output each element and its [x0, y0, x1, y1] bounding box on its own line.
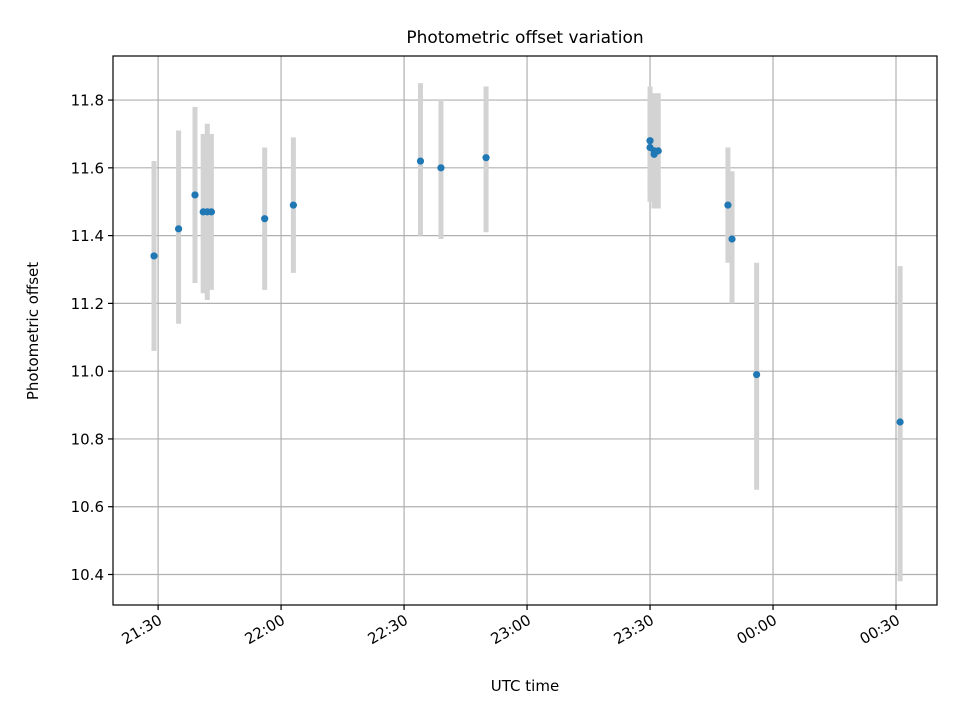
data-point [174, 225, 183, 233]
plot-frame [112, 55, 938, 606]
chart-title: Photometric offset variation [406, 28, 643, 48]
data-point [416, 157, 425, 165]
data-point [728, 235, 736, 243]
y-tick-label: 10.4 [71, 566, 104, 584]
data-point [654, 147, 662, 155]
data-point [646, 137, 654, 145]
y-tick-label: 11.2 [71, 295, 104, 313]
y-axis-ticks: 10.4 10.6 10.8 11.0 11.2 11.4 11.6 11.8 [71, 92, 113, 584]
data-point [724, 201, 732, 209]
x-axis-label: UTC time [491, 677, 559, 695]
data-point [289, 201, 297, 209]
y-tick-label: 11.0 [71, 363, 104, 381]
y-tick-label: 11.8 [71, 92, 104, 110]
data-point [261, 215, 269, 223]
data-point [191, 191, 199, 199]
data-point [150, 252, 158, 260]
y-tick-label: 10.8 [71, 430, 104, 448]
data-point [753, 370, 761, 379]
y-tick-label: 11.4 [71, 227, 104, 245]
data-point [896, 418, 904, 426]
data-point [482, 154, 490, 162]
y-tick-label: 10.6 [71, 498, 104, 516]
y-tick-label: 11.6 [71, 159, 104, 177]
y-axis-label: Photometric offset [24, 262, 42, 400]
data-point [207, 208, 215, 216]
grid-layer [113, 56, 937, 605]
data-points [150, 137, 904, 426]
data-point [437, 164, 445, 172]
